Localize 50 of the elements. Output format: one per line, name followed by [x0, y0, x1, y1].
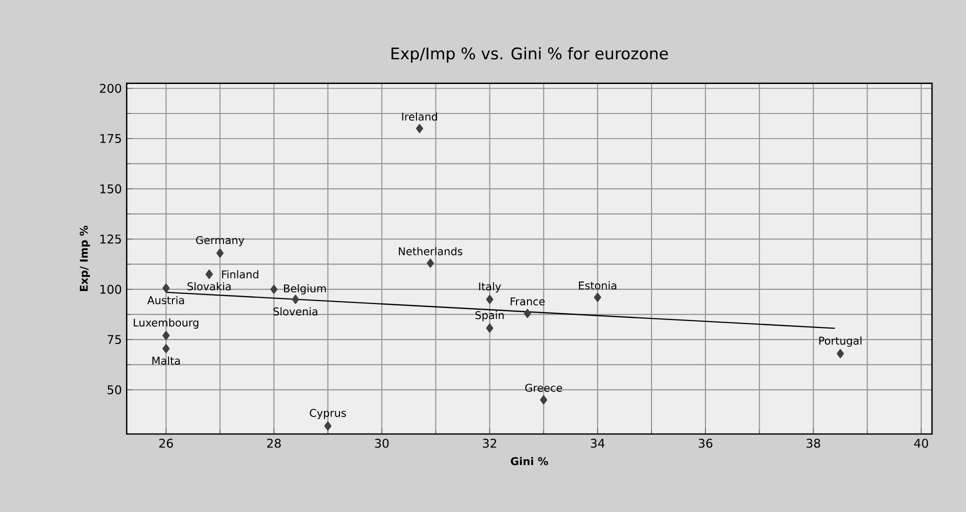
annotation: Cyprus [310, 408, 346, 420]
x-tick-label: 26 [159, 438, 173, 448]
chart-title: Exp/Imp % vs. Gini % for eurozone [392, 47, 668, 63]
point [416, 124, 424, 134]
y-tick-label: 125 [100, 234, 121, 244]
x-tick-label: 32 [482, 438, 496, 448]
x-tick-label: 36 [698, 438, 712, 448]
x-axis-title: Gini % [510, 456, 548, 466]
annotation: Spain [476, 310, 504, 322]
annotation: Malta [152, 356, 180, 365]
y-tick-label: 200 [100, 84, 122, 93]
point [162, 330, 170, 340]
point [486, 324, 494, 333]
point [270, 284, 278, 294]
annotation: Slovakia [188, 282, 231, 290]
y-tick-label: 100 [100, 284, 122, 294]
point [324, 421, 332, 431]
annotation: Luxembourg [134, 318, 198, 329]
point [540, 395, 548, 404]
annotation: Greece [525, 384, 562, 392]
y-axis-title: Exp/ Imp % [80, 226, 90, 291]
annotation: Austria [147, 296, 184, 304]
point [486, 294, 494, 304]
x-tick-label: 34 [590, 438, 605, 448]
point [524, 308, 532, 318]
y-tick-label: 50 [108, 385, 122, 394]
x-tick-label: 40 [914, 438, 928, 448]
annotation: France [510, 297, 545, 306]
annotation: Finland [222, 270, 258, 278]
annotation: Italy [479, 282, 501, 293]
annotation: Ireland [402, 112, 438, 121]
point [216, 248, 224, 258]
annotation: Germany [196, 236, 244, 246]
annotation: Slovenia [274, 307, 318, 316]
x-tick-label: 38 [806, 438, 820, 448]
annotation: Belgium [284, 284, 326, 294]
point [162, 284, 170, 293]
annotation: Portugal [819, 336, 862, 347]
point [292, 294, 300, 304]
y-tick-label: 175 [100, 134, 121, 144]
annotation: Estonia [578, 281, 616, 290]
point [594, 292, 602, 302]
point [426, 258, 434, 268]
point [162, 344, 170, 354]
x-tick-label: 28 [267, 438, 281, 448]
y-tick-label: 75 [108, 335, 121, 344]
annotation: Netherlands [398, 247, 462, 256]
point [836, 349, 844, 358]
x-tick-label: 30 [375, 438, 389, 448]
y-tick-label: 150 [100, 184, 122, 194]
